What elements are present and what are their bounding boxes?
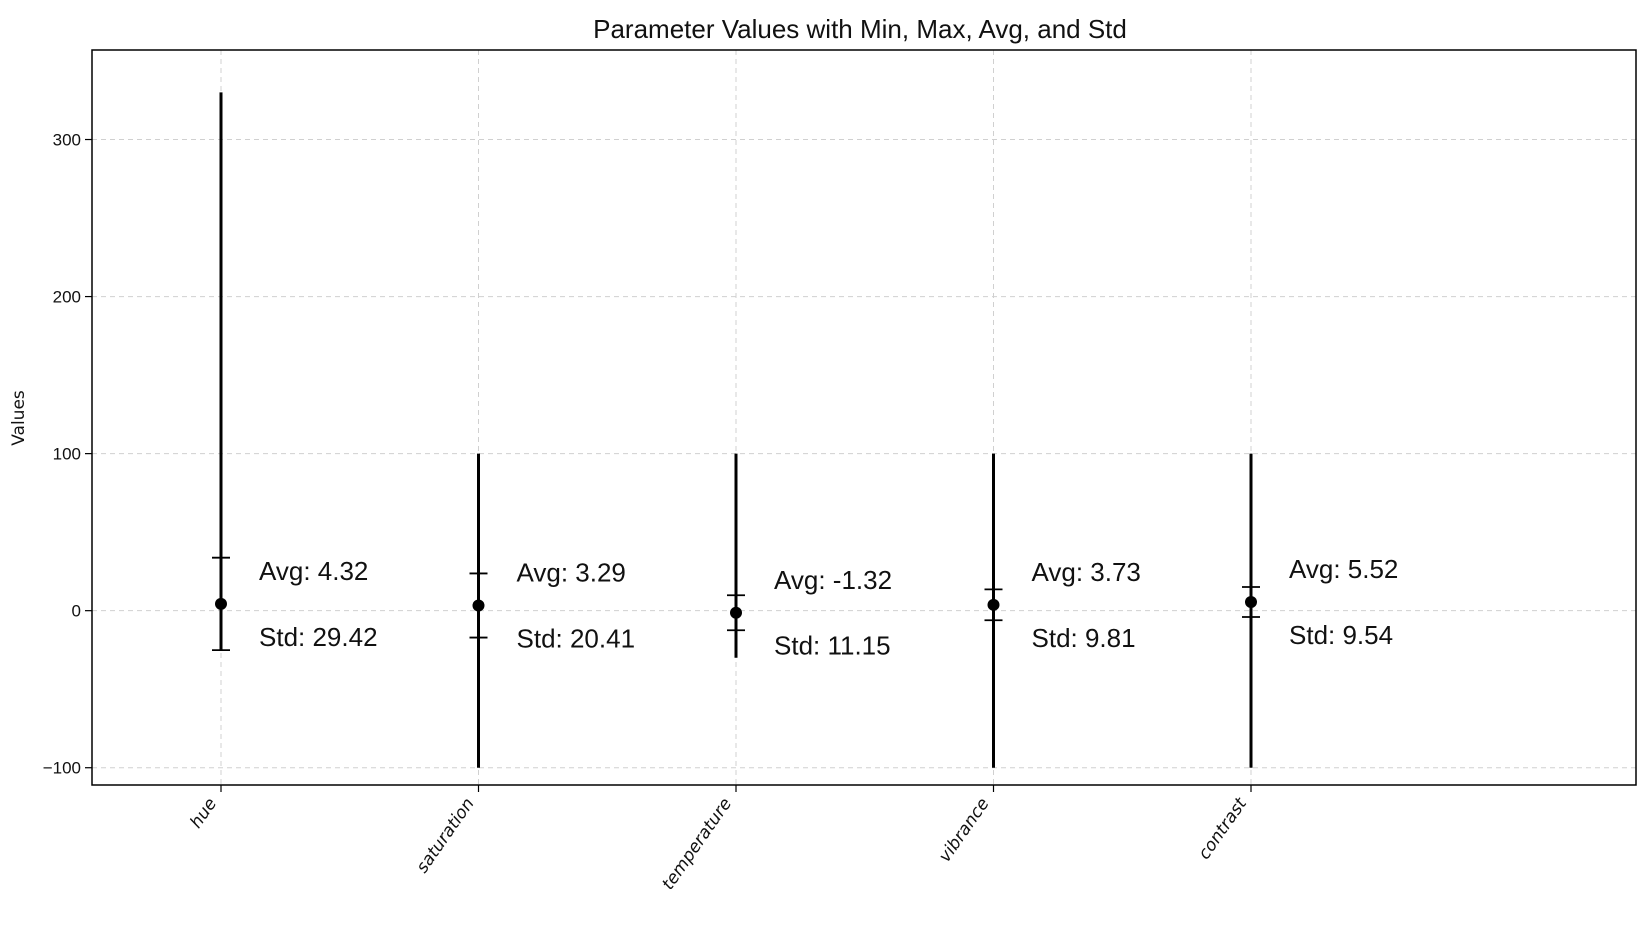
y-tick-label: 0 [72,602,81,621]
avg-annotation: Avg: -1.32 [774,565,892,595]
avg-point [215,597,227,610]
std-annotation: Std: 20.41 [517,623,636,653]
std-annotation: Std: 11.15 [774,631,891,661]
avg-point [472,599,485,612]
avg-point [730,606,742,619]
std-annotation: Std: 9.54 [1289,620,1393,650]
plot-frame [91,49,1637,786]
x-category-label: vibrance [935,794,994,866]
avg-point [1245,596,1257,609]
avg-annotation: Avg: 4.32 [259,556,368,586]
y-tick-label: −100 [43,759,81,778]
x-category-label: temperature [658,794,736,893]
grid-lines [92,50,1636,785]
y-tick-label: 300 [53,131,81,150]
chart-title: Parameter Values with Min, Max, Avg, and… [593,14,1127,44]
std-annotation: Std: 9.81 [1032,623,1136,653]
avg-annotation: Avg: 3.29 [517,558,626,588]
y-axis-label: Values [9,390,29,446]
x-category-label: hue [186,794,221,832]
avg-annotation: Avg: 5.52 [1289,554,1398,584]
avg-annotation: Avg: 3.73 [1032,557,1141,587]
x-category-label: saturation [412,794,478,876]
y-tick-label: 100 [53,445,81,464]
std-annotation: Std: 29.42 [259,622,378,652]
annotations: Avg: 4.32 Std: 29.42 Avg: 3.29 Std: 20.41 Av… [259,554,1398,661]
data-marks [212,92,1260,768]
x-category-label: contrast [1194,793,1251,863]
axes: −100 0 100 200 300 hue saturation temperature vi… [43,49,1637,894]
avg-point [987,598,1000,611]
y-tick-label: 200 [53,288,81,307]
